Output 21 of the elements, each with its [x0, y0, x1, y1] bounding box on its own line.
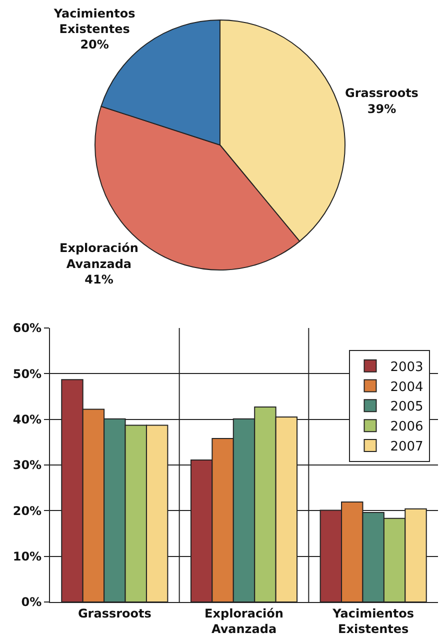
- legend-label: 2007: [390, 440, 424, 455]
- data-label: 41%: [84, 272, 114, 286]
- x-tick-label: Grassroots: [78, 606, 152, 620]
- legend-label: 2004: [390, 380, 424, 395]
- legend-label: 2003: [390, 360, 424, 375]
- slice-label: Exploración Avanzada: [60, 241, 138, 271]
- y-tick-label: 60%: [12, 321, 42, 336]
- legend-label: 2006: [390, 420, 424, 435]
- slice-label: Grassroots: [345, 86, 418, 100]
- x-tick-label: Yacimientos Existentes: [332, 606, 414, 636]
- slice-label: Yacimientos Existentes: [52, 6, 136, 36]
- y-tick-label: 10%: [12, 550, 42, 564]
- y-tick-label: 50%: [12, 366, 42, 381]
- data-label: 20%: [80, 38, 109, 52]
- y-tick-label: 20%: [12, 504, 42, 518]
- data-label: 39%: [367, 102, 396, 116]
- x-tick-label: Exploración Avanzada: [204, 606, 284, 636]
- y-tick-label: 40%: [12, 412, 42, 427]
- y-tick-label: 30%: [12, 458, 42, 472]
- legend-label: 2005: [390, 400, 424, 415]
- y-tick-label: 0%: [21, 595, 42, 610]
